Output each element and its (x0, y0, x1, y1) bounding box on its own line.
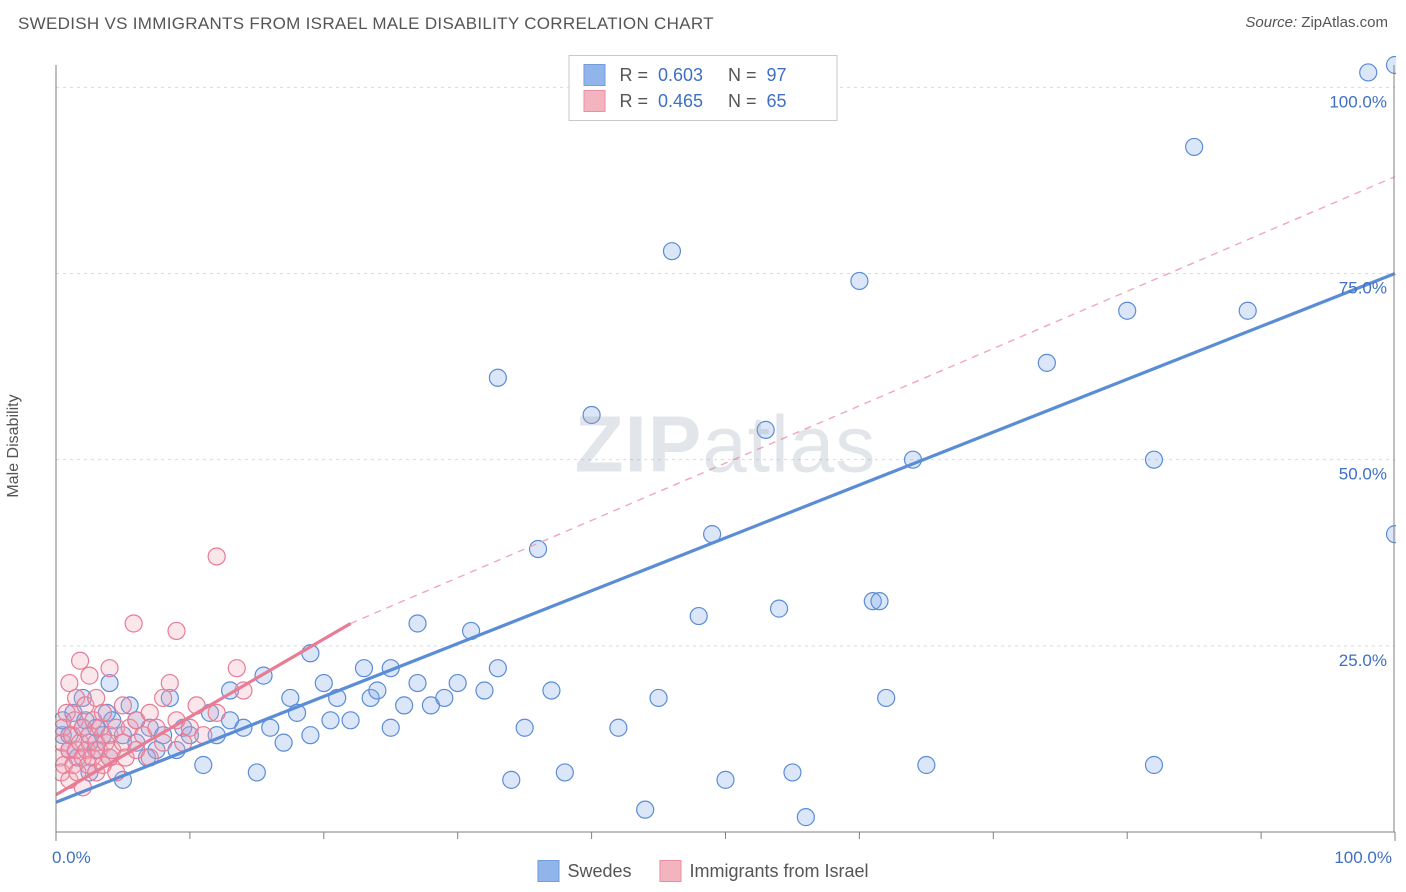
swatch-israel (660, 860, 682, 882)
bottom-legend: Swedes Immigrants from Israel (537, 860, 868, 882)
n-value-swedes: 97 (767, 65, 823, 86)
legend-label-israel: Immigrants from Israel (690, 861, 869, 882)
svg-text:75.0%: 75.0% (1339, 279, 1387, 298)
n-label: N = (728, 65, 757, 86)
r-label: R = (619, 65, 648, 86)
stats-row-israel: R = 0.465 N = 65 (583, 88, 822, 114)
source-label: Source: (1245, 14, 1297, 31)
x-tick-0: 0.0% (52, 848, 91, 868)
legend-item-swedes: Swedes (537, 860, 631, 882)
y-axis-label: Male Disability (5, 394, 23, 497)
svg-text:100.0%: 100.0% (1329, 92, 1387, 111)
legend-label-swedes: Swedes (567, 861, 631, 882)
svg-text:25.0%: 25.0% (1339, 651, 1387, 670)
source-attribution: Source: ZipAtlas.com (1245, 14, 1388, 31)
swatch-swedes (583, 64, 605, 86)
source-value: ZipAtlas.com (1301, 14, 1388, 31)
x-tick-100: 100.0% (1334, 848, 1392, 868)
n-value-israel: 65 (767, 91, 823, 112)
r-value-swedes: 0.603 (658, 65, 714, 86)
swatch-swedes (537, 860, 559, 882)
plot-area: 25.0%50.0%75.0%100.0% ZIPatlas (55, 50, 1396, 847)
legend-item-israel: Immigrants from Israel (660, 860, 869, 882)
stats-legend-box: R = 0.603 N = 97 R = 0.465 N = 65 (568, 55, 837, 121)
r-value-israel: 0.465 (658, 91, 714, 112)
chart-title: SWEDISH VS IMMIGRANTS FROM ISRAEL MALE D… (18, 14, 714, 34)
svg-text:50.0%: 50.0% (1339, 465, 1387, 484)
stats-row-swedes: R = 0.603 N = 97 (583, 62, 822, 88)
swatch-israel (583, 90, 605, 112)
r-label: R = (619, 91, 648, 112)
n-label: N = (728, 91, 757, 112)
scatter-svg: 25.0% 50.0% 75.0% 100.0% (55, 50, 1396, 847)
